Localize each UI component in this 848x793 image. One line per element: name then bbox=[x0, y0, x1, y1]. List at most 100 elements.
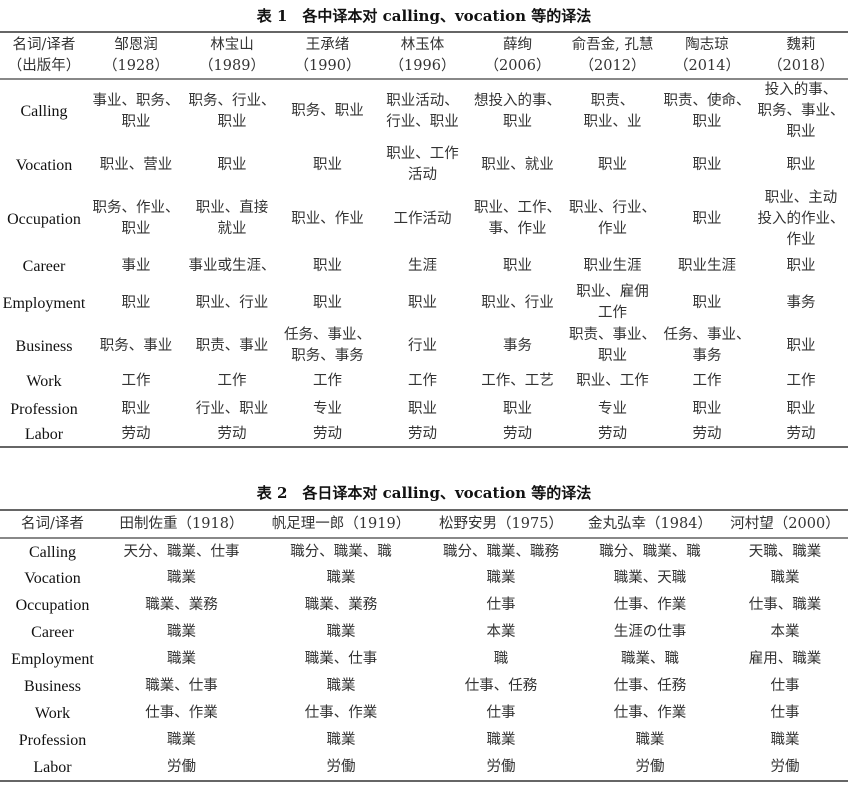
translation-cell: 劳动 bbox=[692, 426, 722, 442]
translation-cell: 職業 bbox=[486, 732, 516, 748]
term-cell: Employment bbox=[2, 294, 86, 312]
header-translator: 邹恩润 （1928） bbox=[103, 36, 169, 74]
table-row: Career 職業 職業 本業 生涯の仕事 本業 bbox=[0, 619, 848, 645]
translation-cell: 工作、工艺 bbox=[481, 372, 554, 389]
translation-cell: 职务、事业 bbox=[99, 337, 173, 354]
term-cell: Work bbox=[26, 372, 62, 390]
translation-cell: 仕事、作業 bbox=[145, 705, 218, 721]
translation-cell: 职业 bbox=[786, 257, 816, 274]
translation-cell: 职业 bbox=[313, 156, 342, 173]
table-row: Vocation 职业、营业 职业 职业 职业、工作 活动 职业、就业 职业 职业 职业 bbox=[0, 143, 848, 187]
translation-cell: 雇用、職業 bbox=[748, 650, 822, 667]
translation-cell: 職業 bbox=[770, 570, 800, 586]
translation-cell: 仕事、作業 bbox=[613, 705, 687, 721]
table-row: Profession 職業 職業 職業 職業 職業 bbox=[0, 727, 848, 754]
translation-cell: 劳动 bbox=[121, 426, 151, 442]
term-cell: Calling bbox=[20, 103, 68, 120]
translation-cell: 职业 bbox=[692, 294, 722, 311]
term-cell: Profession bbox=[18, 732, 87, 749]
term-cell: Career bbox=[22, 257, 66, 275]
term-cell: Work bbox=[34, 705, 71, 722]
translation-cell: 职业、作业 bbox=[291, 210, 364, 227]
translation-cell: 職業 bbox=[326, 570, 356, 586]
translation-cell: 職業 bbox=[770, 732, 800, 748]
term-cell: Occupation bbox=[15, 597, 90, 614]
table-row: Labor 労働 労働 労働 労働 労働 bbox=[0, 754, 848, 781]
translation-cell: 職業 bbox=[635, 732, 665, 748]
header-translator: 林玉体 （1996） bbox=[389, 36, 456, 74]
table-row: Career 事业 事业或生涯、 职业 生涯 职业 职业生涯 职业生涯 职业 bbox=[0, 251, 848, 281]
translation-cell: 職分、職業、職 bbox=[290, 543, 392, 560]
translation-cell: 事务 bbox=[786, 294, 816, 311]
translation-cell: 職業 bbox=[486, 570, 516, 586]
translation-cell: 仕事 bbox=[770, 678, 800, 694]
translation-cell: 专业 bbox=[598, 400, 627, 417]
translation-cell: 工作 bbox=[786, 372, 816, 389]
translation-cell: 仕事、任務 bbox=[464, 678, 538, 694]
table-row: Calling 事业、职务、 职业 职务、行业、 职业 职务、职业 职业活动、 行业、职… bbox=[0, 79, 848, 143]
header-translator: 王承绪 （1990） bbox=[294, 36, 361, 74]
header-term-translator: 名词/译者 bbox=[21, 515, 84, 532]
translation-cell: 职业、行业 bbox=[481, 294, 554, 311]
table-row: Employment 職業 職業、仕事 職 職業、職 雇用、職業 bbox=[0, 645, 848, 673]
translation-cell: 职业 bbox=[408, 294, 437, 311]
table2-body: Calling 天分、職業、仕事 職分、職業、職 職分、職業、職務 職分、職業、職 天職、… bbox=[0, 538, 848, 781]
translation-cell: 职业生涯 bbox=[583, 257, 642, 274]
translation-cell: 劳动 bbox=[313, 426, 342, 442]
term-cell: Calling bbox=[28, 543, 77, 561]
translation-cell: 仕事、作業 bbox=[304, 705, 378, 721]
translation-cell: 职业 bbox=[503, 257, 532, 274]
translation-cell: 職分、職業、職 bbox=[599, 543, 701, 560]
translation-cell: 投入的事、 职务、事业、 职业 bbox=[757, 82, 845, 140]
table1-body: Calling 事业、职务、 职业 职务、行业、 职业 职务、职业 职业活动、 行业、职… bbox=[0, 79, 848, 447]
translation-cell: 職業 bbox=[326, 678, 356, 694]
translation-cell: 職業、仕事 bbox=[304, 650, 378, 667]
term-cell: Business bbox=[15, 337, 73, 355]
term-cell: Business bbox=[24, 678, 81, 695]
translation-cell: 職 bbox=[493, 650, 509, 667]
table1-title: 表 1 各中译本对 calling、vocation 等的译法 bbox=[256, 7, 592, 25]
translation-cell: 工作 bbox=[408, 372, 437, 389]
translation-cell: 职业、工作、 事、作业 bbox=[474, 200, 561, 237]
header-translator: 帆足理一郎（1919） bbox=[271, 515, 411, 532]
translation-cell: 职业 bbox=[786, 156, 816, 173]
translation-cell: 职业 bbox=[786, 400, 816, 417]
translation-cell: 生涯 bbox=[408, 257, 437, 274]
translation-cell: 職業、天職 bbox=[613, 570, 687, 586]
translation-cell: 職業、職 bbox=[621, 650, 679, 667]
term-cell: Career bbox=[31, 623, 74, 641]
header-term-translator: 名词/译者 （出版年） bbox=[7, 36, 81, 74]
translation-cell: 生涯の仕事 bbox=[613, 623, 687, 640]
term-cell: Employment bbox=[11, 650, 94, 668]
table-row: Work 仕事、作業 仕事、作業 仕事 仕事、作業 仕事 bbox=[0, 700, 848, 727]
translation-cell: 事业 bbox=[121, 257, 151, 274]
table-row: Calling 天分、職業、仕事 職分、職業、職 職分、職業、職務 職分、職業、職 天職、… bbox=[0, 538, 848, 565]
translation-cell: 仕事 bbox=[486, 597, 516, 613]
translation-cell: 职务、作业、 职业 bbox=[92, 200, 180, 237]
translation-cell: 労働 bbox=[486, 758, 516, 775]
table2-title: 表 2 各日译本对 calling、vocation 等的译法 bbox=[256, 484, 592, 502]
header-translator: 松野安男（1975） bbox=[439, 515, 563, 532]
header-translator: 金丸弘幸（1984） bbox=[588, 515, 712, 532]
header-translator: 俞吾金, 孔慧 （2012） bbox=[571, 36, 654, 74]
translation-cell: 职业 bbox=[692, 400, 722, 417]
translation-cell: 労働 bbox=[167, 758, 196, 775]
translation-cell: 職業、業務 bbox=[304, 597, 378, 613]
translation-cell: 职业、营业 bbox=[99, 156, 173, 173]
term-cell: Occupation bbox=[7, 210, 81, 228]
translation-cell: 职业、直接 就业 bbox=[195, 200, 269, 237]
translation-cell: 天分、職業、仕事 bbox=[123, 543, 240, 560]
translation-cell: 劳动 bbox=[408, 426, 437, 442]
translation-cell: 労働 bbox=[770, 758, 800, 775]
table-row: Vocation 職業 職業 職業 職業、天職 職業 bbox=[0, 565, 848, 592]
term-cell: Labor bbox=[33, 758, 72, 776]
translation-cell: 职业、行业、 作业 bbox=[569, 200, 656, 237]
translation-cell: 事业或生涯、 bbox=[188, 257, 276, 274]
translation-cell: 职业 bbox=[408, 400, 437, 417]
header-translator: 魏莉 （2018） bbox=[768, 36, 834, 74]
table-row: Work 工作 工作 工作 工作 工作、工艺 职业、工作 工作 工作 bbox=[0, 367, 848, 395]
translation-cell: 行业 bbox=[408, 337, 437, 354]
translation-cell: 职业 bbox=[692, 210, 722, 227]
translation-cell: 职业 bbox=[313, 294, 342, 311]
translation-cell: 职业、工作 bbox=[576, 372, 649, 389]
